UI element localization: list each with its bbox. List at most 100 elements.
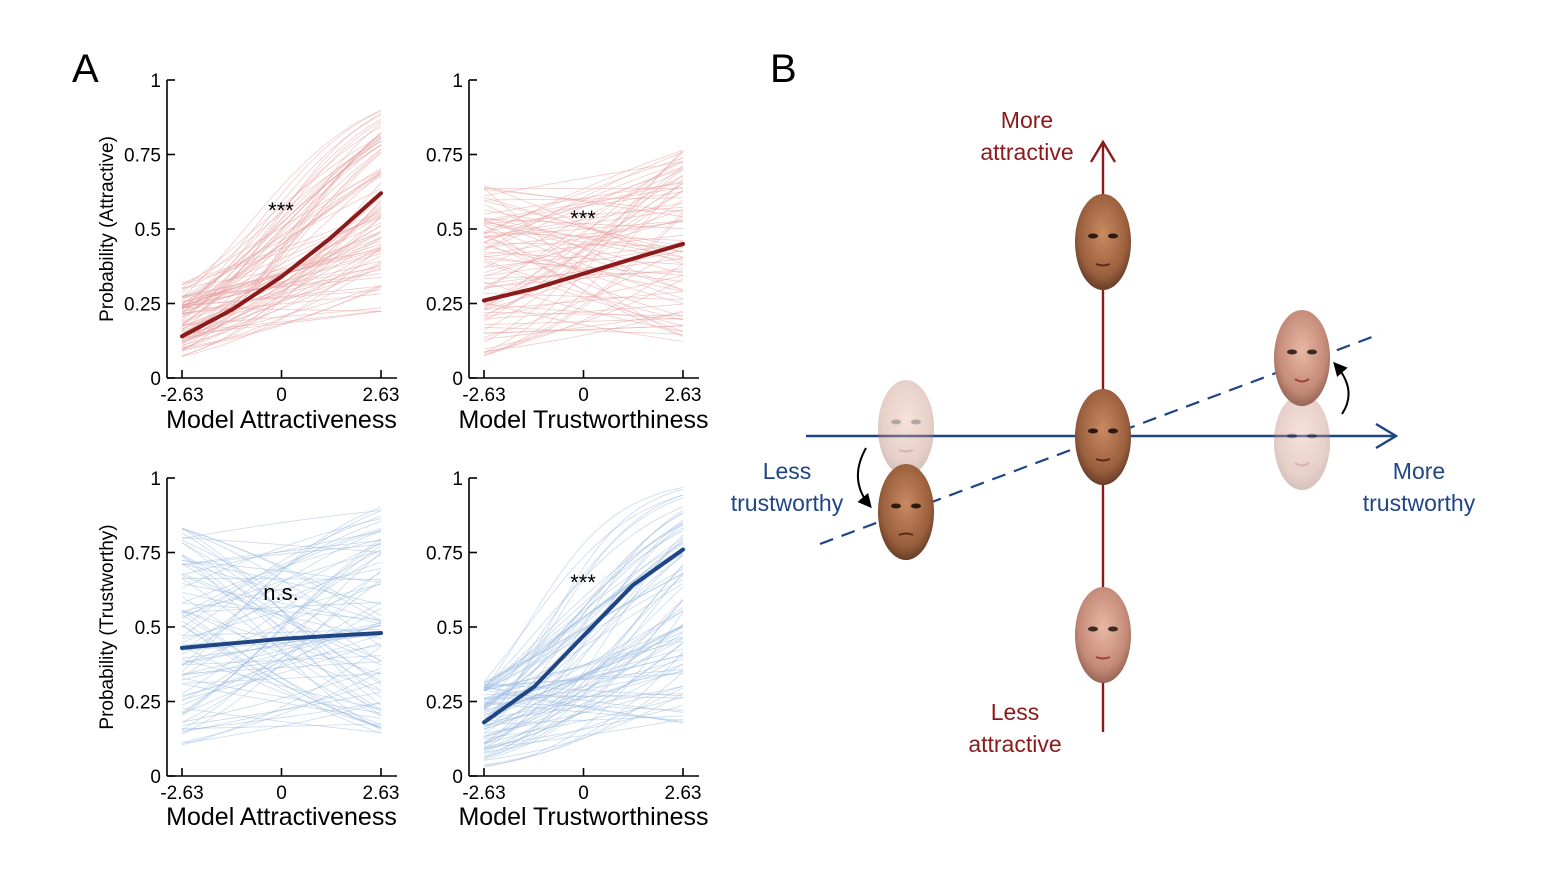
subject-curve xyxy=(483,631,684,714)
subject-curve xyxy=(181,262,382,351)
subject-curve xyxy=(483,689,684,723)
x-axis-label: Model Attractiveness xyxy=(166,803,397,831)
subject-curve xyxy=(181,539,382,662)
subject-curve xyxy=(181,202,382,349)
subject-curve xyxy=(483,654,684,700)
subject-curve xyxy=(181,707,382,733)
subject-curve xyxy=(181,592,382,639)
subject-curve xyxy=(483,658,684,711)
subject-curve xyxy=(483,218,684,229)
subject-curve xyxy=(483,670,684,721)
subject-curve xyxy=(181,702,382,731)
x-axis-label: Model Attractiveness xyxy=(166,406,397,434)
y-tick-label: 0.5 xyxy=(135,220,161,241)
subject-curve xyxy=(483,494,684,682)
subject-curve xyxy=(483,188,684,212)
attractiveness-arrowhead xyxy=(1089,139,1117,163)
subject-curve xyxy=(483,632,684,738)
subject-curve xyxy=(483,512,684,722)
subject-curve xyxy=(181,543,382,566)
subject-curve xyxy=(181,137,382,308)
subject-curve xyxy=(483,523,684,744)
subject-curve xyxy=(483,704,684,747)
y-tick-label: 0.75 xyxy=(426,146,463,167)
subject-curve xyxy=(483,224,684,337)
less-trustworthy-label-line1: Less xyxy=(763,458,812,484)
subject-curve xyxy=(181,173,382,334)
subject-curve xyxy=(483,487,684,691)
subject-curve xyxy=(181,563,382,623)
subject-curve xyxy=(181,285,382,351)
face-right-faded xyxy=(1274,394,1330,490)
subject-curve xyxy=(181,624,382,734)
x-tick-label: 0 xyxy=(578,385,589,406)
subject-curve xyxy=(181,132,382,351)
subject-curve xyxy=(181,152,382,342)
subject-curve xyxy=(483,187,684,221)
more-attractive-label-line2: attractive xyxy=(980,139,1073,165)
significance-annotation: *** xyxy=(570,570,596,595)
mean-curve xyxy=(482,547,685,725)
subject-curve xyxy=(181,231,382,310)
y-tick-label: 0.25 xyxy=(124,693,161,714)
subject-curve xyxy=(483,268,684,288)
subject-curves xyxy=(483,149,684,357)
y-tick-label: 1 xyxy=(452,469,463,490)
subject-curve xyxy=(483,494,684,721)
subject-curve xyxy=(181,602,382,620)
subject-curve xyxy=(483,599,684,758)
subject-curve xyxy=(483,242,684,317)
subject-curve xyxy=(181,540,382,565)
y-tick-label: 0.5 xyxy=(437,618,463,639)
more-trustworthy-label-line1: More xyxy=(1393,458,1445,484)
subject-curve xyxy=(181,538,382,604)
subject-curve xyxy=(483,257,684,285)
subject-curve xyxy=(181,126,382,309)
subject-curves xyxy=(483,487,684,768)
subject-curve xyxy=(181,137,382,314)
subject-curve xyxy=(181,255,382,337)
more-trustworthy-label-line2: trustworthy xyxy=(1363,490,1476,516)
panel-b-diagram: More attractive Less attractive Less tru… xyxy=(731,107,1476,757)
subject-curve xyxy=(483,202,684,238)
subject-curve xyxy=(181,216,382,342)
subject-curve xyxy=(483,170,684,269)
subject-curve xyxy=(181,554,382,711)
subject-curve xyxy=(483,221,684,253)
left-transition-arrow xyxy=(856,447,872,509)
x-tick-label: 0 xyxy=(578,783,589,804)
subject-curve xyxy=(483,175,684,288)
subject-curve xyxy=(181,681,382,733)
subject-curve xyxy=(483,151,684,250)
subject-curve xyxy=(181,246,382,357)
less-trustworthy-label-line2: trustworthy xyxy=(731,490,844,516)
significance-annotation: *** xyxy=(570,206,596,231)
subject-curve xyxy=(181,261,382,341)
subject-curve xyxy=(483,303,684,320)
face-center xyxy=(1075,389,1131,485)
face-left-faded xyxy=(878,380,934,476)
subject-curve xyxy=(483,245,684,292)
subject-curve xyxy=(181,112,382,331)
subject-curve xyxy=(483,220,684,274)
subject-curve xyxy=(483,232,684,332)
subject-curves xyxy=(181,506,382,746)
subject-curve xyxy=(483,157,684,233)
subject-curve xyxy=(181,552,382,730)
subject-curve xyxy=(483,573,684,683)
subject-curve xyxy=(181,528,382,616)
significance-annotation: *** xyxy=(268,198,294,223)
subject-curve xyxy=(181,614,382,726)
subject-curve xyxy=(181,549,382,678)
subject-curve xyxy=(181,555,382,731)
subject-curve xyxy=(181,528,382,647)
subject-curve xyxy=(483,543,684,709)
subject-curve xyxy=(181,655,382,666)
subject-curve xyxy=(483,310,684,352)
less-attractive-label-line2: attractive xyxy=(968,731,1061,757)
subject-curve xyxy=(483,524,684,689)
